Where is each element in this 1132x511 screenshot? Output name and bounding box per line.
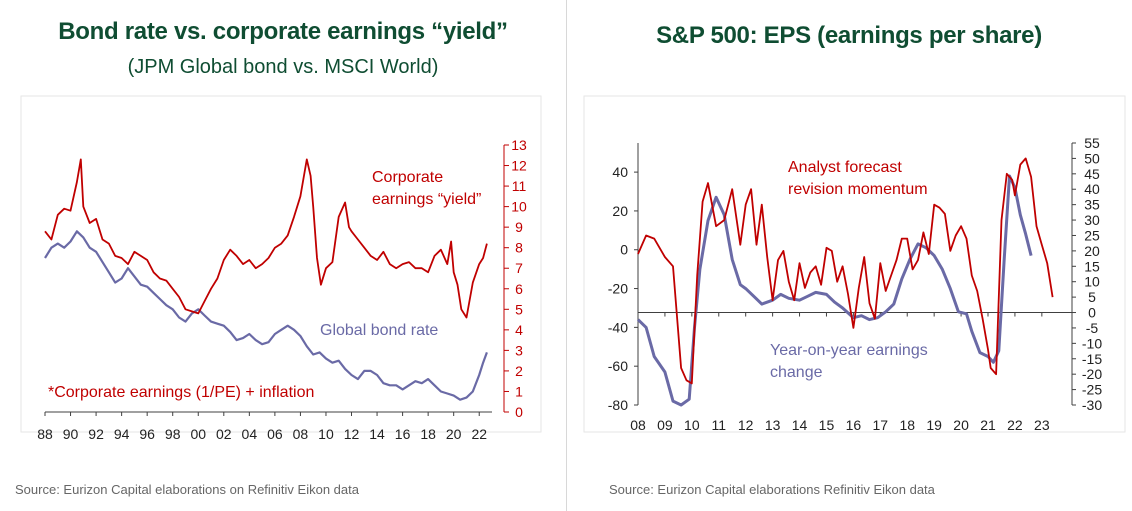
right-right-y-tick-label: 20 (1084, 243, 1100, 259)
left-y-tick-label: 8 (515, 240, 523, 256)
right-chart-title: S&P 500: EPS (earnings per share) (656, 22, 1042, 49)
left-y-tick-label: 13 (511, 137, 527, 153)
left-y-tick-label: 5 (515, 301, 523, 317)
left-y-tick-label: 9 (515, 219, 523, 235)
left-x-tick-label: 10 (318, 426, 334, 442)
earnings-yield-line (44, 158, 488, 319)
yoy-label-line2: change (770, 364, 823, 381)
right-right-y-tick-label: 10 (1084, 274, 1100, 290)
right-x-tick-label: 16 (846, 417, 862, 433)
right-x-tick-label: 09 (657, 417, 673, 433)
left-x-tick-label: 20 (446, 426, 462, 442)
left-y-tick-label: 10 (511, 199, 527, 215)
yoy-label-line1: Year-on-year earnings (770, 342, 928, 359)
left-y-tick-label: 1 (515, 383, 523, 399)
forecast-revision-line (637, 157, 1054, 385)
forecast-label-line2: revision momentum (788, 181, 928, 198)
left-y-tick-label: 7 (515, 260, 523, 276)
left-x-tick-label: 00 (190, 426, 206, 442)
left-x-tick-label: 90 (63, 426, 79, 442)
left-y-tick-label: 3 (515, 342, 523, 358)
left-plot-frame (20, 95, 542, 433)
panel-divider (566, 0, 567, 511)
right-right-y-tick-label: 40 (1084, 181, 1100, 197)
left-x-tick-label: 16 (395, 426, 411, 442)
right-left-y-tick-label: -60 (608, 358, 628, 374)
yoy-earnings-change-line (636, 174, 1033, 407)
right-left-y-tick-label: -40 (608, 319, 628, 335)
left-x-tick-label: 96 (139, 426, 155, 442)
right-right-y-tick-label: 55 (1084, 135, 1100, 151)
left-y-tick-label: 6 (515, 281, 523, 297)
global-bond-rate-line (44, 230, 488, 401)
left-x-tick-label: 18 (420, 426, 436, 442)
right-right-y-tick-label: 5 (1088, 289, 1096, 305)
right-x-tick-label: 11 (711, 417, 726, 433)
right-right-y-tick-label: 0 (1088, 305, 1096, 321)
right-left-y-tick-label: -20 (608, 281, 628, 297)
right-right-y-tick-label: -10 (1082, 335, 1102, 351)
right-right-y-tick-label: -5 (1086, 320, 1099, 336)
right-x-tick-label: 22 (1007, 417, 1023, 433)
right-right-y-tick-label: 25 (1084, 227, 1100, 243)
left-x-tick-label: 14 (369, 426, 385, 442)
left-x-tick-label: 22 (471, 426, 487, 442)
right-right-y-tick-label: 35 (1084, 197, 1100, 213)
right-source-note: Source: Eurizon Capital elaborations Ref… (609, 482, 935, 497)
right-right-y-tick-label: 45 (1084, 166, 1100, 182)
right-x-tick-label: 18 (899, 417, 915, 433)
earnings-yield-label-line1: Corporate (372, 169, 443, 186)
left-x-tick-label: 08 (293, 426, 309, 442)
left-y-tick-label: 11 (512, 178, 527, 194)
left-chart-subtitle: (JPM Global bond vs. MSCI World) (127, 56, 439, 78)
right-x-tick-label: 19 (926, 417, 942, 433)
right-x-tick-label: 10 (684, 417, 700, 433)
left-y-tick-label: 2 (515, 363, 523, 379)
right-left-y-tick-label: -80 (608, 397, 628, 413)
right-x-tick-label: 20 (953, 417, 969, 433)
left-x-tick-label: 92 (88, 426, 104, 442)
right-left-y-tick-label: 0 (620, 242, 628, 258)
right-left-y-tick-label: 40 (612, 164, 628, 180)
right-right-y-tick-label: -15 (1082, 351, 1102, 367)
left-y-tick-label: 12 (511, 158, 527, 174)
right-x-tick-label: 15 (819, 417, 835, 433)
forecast-label-line1: Analyst forecast (788, 159, 902, 176)
left-x-tick-label: 06 (267, 426, 283, 442)
left-x-tick-label: 04 (242, 426, 258, 442)
left-source-note: Source: Eurizon Capital elaborations on … (15, 482, 359, 497)
right-x-tick-label: 14 (792, 417, 808, 433)
right-right-y-tick-label: -20 (1082, 366, 1102, 382)
right-right-y-tick-label: -25 (1082, 382, 1102, 398)
left-chart-title: Bond rate vs. corporate earnings “yield” (58, 18, 508, 45)
left-x-tick-label: 88 (37, 426, 53, 442)
right-right-y-tick-label: 15 (1084, 258, 1100, 274)
earnings-yield-label-line2: earnings “yield” (372, 191, 481, 208)
left-y-tick-label: 4 (515, 322, 523, 338)
left-x-tick-label: 98 (165, 426, 181, 442)
left-x-tick-label: 12 (344, 426, 360, 442)
left-x-tick-label: 02 (216, 426, 232, 442)
left-x-tick-label: 94 (114, 426, 130, 442)
left-y-tick-label: 0 (515, 404, 523, 420)
right-x-tick-label: 23 (1034, 417, 1050, 433)
right-right-y-tick-label: 30 (1084, 212, 1100, 228)
right-right-y-tick-label: 50 (1084, 150, 1100, 166)
right-left-y-tick-label: 20 (612, 203, 628, 219)
right-x-tick-label: 12 (738, 417, 754, 433)
right-x-tick-label: 08 (630, 417, 646, 433)
bond-rate-label: Global bond rate (320, 322, 438, 339)
right-plot-frame (583, 95, 1126, 433)
footnote-label: *Corporate earnings (1/PE) + inflation (48, 384, 314, 401)
right-right-y-tick-label: -30 (1082, 397, 1102, 413)
right-x-tick-label: 21 (980, 417, 996, 433)
right-x-tick-label: 17 (873, 417, 889, 433)
right-x-tick-label: 13 (765, 417, 781, 433)
